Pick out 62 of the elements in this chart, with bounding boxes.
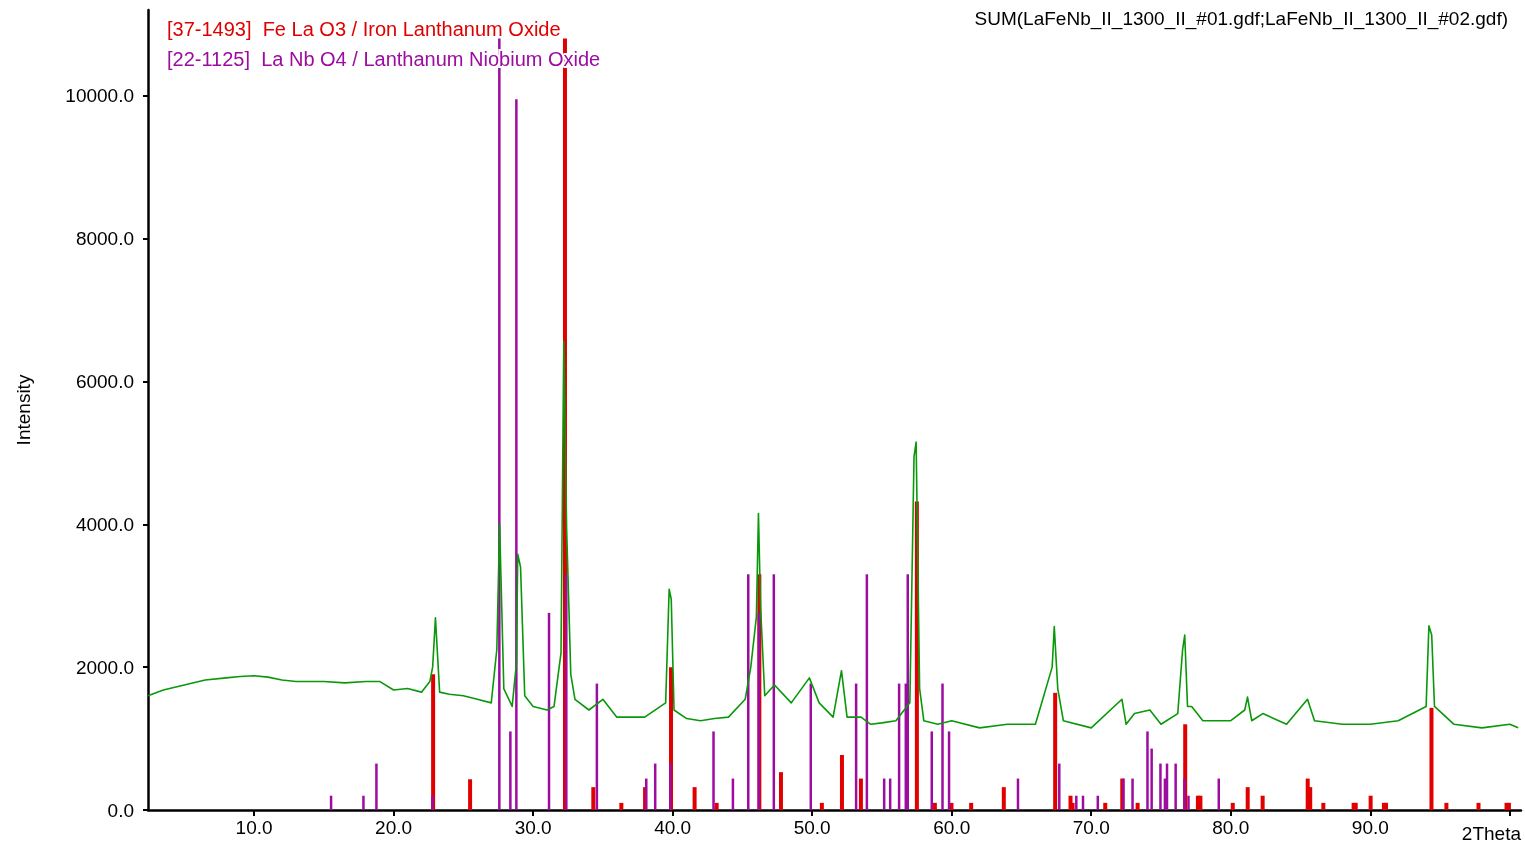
bar [509,731,512,810]
bar [591,787,596,810]
bar [1183,778,1186,810]
y-tick-label: 6000.0 [75,370,134,392]
line-series [147,340,1520,729]
bar [431,674,436,810]
bar [932,802,937,810]
bar [431,795,434,810]
x-tick-label: 30.0 [514,817,552,838]
bar [362,795,365,810]
bar [1146,731,1149,810]
bar [1476,802,1481,810]
bar [1103,802,1108,810]
y-axis-title: Intensity [13,374,34,446]
bar [515,99,518,810]
x-axis-title: 2Theta [1461,823,1522,843]
bar [1368,795,1373,810]
bar [714,802,719,810]
bar [819,802,824,810]
bar [1321,802,1326,810]
x-tick-label: 70.0 [1072,817,1110,838]
bar [1174,763,1177,810]
series-label: [37-1493] Fe La O3 / Iron Lanthanum Oxide [167,18,561,40]
chart-title: SUM(LaFeNb_II_1300_II_#01.gdf;LaFeNb_II_1300_II_#02.gdf) [974,8,1509,30]
bar [1230,802,1235,810]
bar [375,763,378,810]
y-tick-label: 4000.0 [75,513,134,535]
bar [1159,763,1162,810]
x-tick-label: 20.0 [375,817,413,838]
x-tick-label: 40.0 [654,817,692,838]
x-tick-label: 80.0 [1212,817,1250,838]
bar [619,802,624,810]
bar [1058,763,1061,810]
bar [1245,787,1250,810]
bar [1260,795,1265,810]
bar [692,787,697,810]
bar [669,763,672,810]
x-tick-label: 90.0 [1351,817,1389,838]
bar [839,755,844,810]
bar [778,772,783,810]
bar [565,574,568,810]
bar [1001,787,1006,810]
y-tick-label: 10000.0 [65,85,134,107]
y-tick-label: 0.0 [107,799,134,821]
x-tick-label: 50.0 [793,817,831,838]
bar [1075,795,1078,810]
x-tick-label: 60.0 [933,817,971,838]
bar [941,683,944,810]
bar [468,779,473,810]
bar [1135,802,1140,810]
bar [858,778,863,810]
bar [1444,802,1449,810]
bar [747,574,750,810]
y-tick-label: 2000.0 [75,656,134,678]
bar [1429,707,1434,810]
x-tick-label: 10.0 [235,817,273,838]
bar [1053,692,1058,810]
bar [645,778,648,810]
bar [969,802,974,810]
bar [712,731,715,810]
y-tick-label: 8000.0 [75,228,134,250]
bar [1131,778,1134,810]
